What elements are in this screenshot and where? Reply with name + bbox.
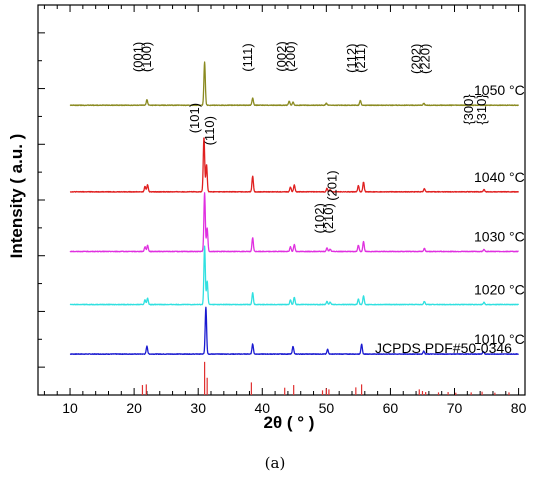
series-label: 1010 °C	[474, 331, 525, 347]
peak-annotation: (111)	[240, 43, 255, 71]
y-axis-ticks	[38, 32, 45, 368]
series-line	[69, 245, 520, 306]
x-tick-label: 30	[190, 400, 206, 416]
series-label: 1020 °C	[474, 282, 525, 298]
peak-annotation: (102)	[312, 203, 327, 233]
x-tick-label: 60	[383, 400, 399, 416]
x-tick-label: 50	[319, 400, 335, 416]
x-axis-title: 2θ ( ° )	[264, 413, 315, 432]
peak-annotation: (211)	[353, 44, 368, 73]
series-lines	[69, 61, 520, 356]
peak-annotation: (002)	[274, 41, 289, 71]
peak-annotation: (201)	[325, 170, 340, 200]
series-line	[69, 192, 520, 253]
peak-annotation: {300}	[461, 94, 476, 125]
peak-annotation: (101)	[187, 103, 202, 133]
x-tick-label: 70	[447, 400, 463, 416]
peak-annotation: (220)	[418, 44, 433, 74]
peak-annotation: (202)	[409, 44, 424, 74]
series-labels: 1010 °C 1020 °C 1030 °C 1040 °C 1050 °C	[474, 82, 525, 347]
figure-caption: (a)	[265, 454, 286, 472]
x-axis-ticks: 10 20 30 40 50 60 70 80	[43, 5, 527, 416]
x-tick-label: 20	[126, 400, 142, 416]
peak-annotation: (210)	[321, 203, 336, 233]
x-tick-label: 10	[62, 400, 78, 416]
x-tick-label: 80	[511, 400, 527, 416]
reference-pattern	[141, 361, 510, 395]
series-line	[69, 61, 519, 107]
peak-annotation: {310}	[474, 94, 489, 125]
series-label: 1040 °C	[474, 169, 525, 185]
peak-annotation: (100)	[139, 42, 154, 72]
reference-label: JCPDS PDF#50-0346	[375, 340, 512, 356]
peak-annotation: (200)	[283, 41, 298, 71]
series-label: 1050 °C	[474, 82, 525, 98]
peak-annotation: (112)	[344, 44, 359, 73]
y-axis-title: Intensity ( a.u. )	[7, 134, 26, 259]
series-line	[69, 306, 519, 356]
x-tick-label: 40	[254, 400, 270, 416]
peak-annotations: (001)(100) (111) (002)(200) (112)(211) (202)…	[130, 41, 489, 233]
peak-annotation: (001)	[130, 42, 145, 72]
series-label: 1030 °C	[474, 228, 525, 244]
peak-annotation: (110)	[202, 116, 217, 145]
series-line	[69, 137, 519, 193]
